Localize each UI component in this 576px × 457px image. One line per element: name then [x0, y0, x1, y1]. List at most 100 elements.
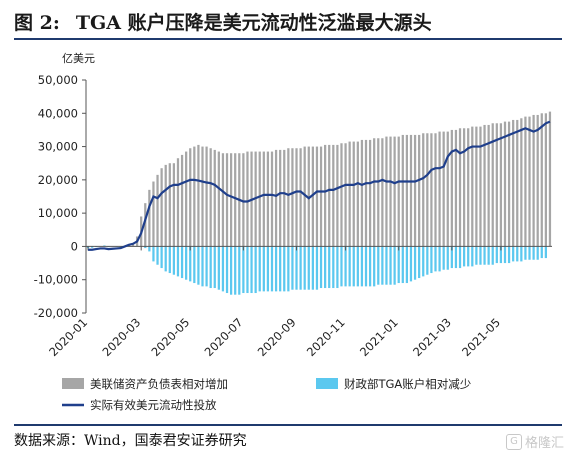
bar-tga-31	[213, 246, 216, 289]
bar-fed-18	[160, 168, 163, 247]
bar-tga-66	[356, 246, 359, 287]
y-tick-label-0: -20,000	[34, 306, 78, 320]
bar-fed-63	[344, 143, 347, 247]
bar-tga-109	[532, 246, 535, 260]
bar-fed-89	[450, 129, 453, 247]
bar-fed-53	[303, 146, 306, 247]
bar-tga-58	[324, 246, 327, 289]
bar-tga-34	[225, 246, 229, 294]
legend-label-effective-liquidity: 实际有效美元流动性投放	[90, 398, 217, 412]
x-tick-label-2: 2020-05	[148, 315, 192, 359]
bar-tga-92	[462, 246, 466, 267]
bar-tga-78	[405, 246, 409, 284]
bar-fed-46	[274, 149, 278, 247]
bar-fed-21	[172, 163, 176, 247]
bar-tga-30	[209, 246, 212, 289]
watermark-logo-icon: G	[505, 433, 522, 450]
bar-tga-60	[332, 246, 335, 289]
title-rule	[14, 38, 562, 40]
bar-fed-38	[242, 153, 245, 247]
bar-tga-24	[185, 246, 188, 280]
bar-fed-84	[430, 133, 433, 247]
bar-tga-95	[475, 246, 478, 265]
bar-tga-47	[279, 246, 282, 292]
bar-tga-70	[373, 246, 376, 287]
bar-tga-52	[299, 246, 302, 290]
bar-fed-42	[258, 151, 261, 247]
bar-fed-55	[311, 146, 314, 247]
bar-fed-62	[340, 143, 343, 247]
bar-tga-108	[528, 246, 531, 260]
x-tick-label-4: 2020-09	[255, 315, 299, 359]
bar-fed-64	[348, 141, 351, 247]
bar-tga-63	[344, 246, 347, 287]
bar-tga-27	[197, 246, 200, 285]
bar-fed-86	[438, 131, 441, 247]
bar-fed-109	[532, 114, 535, 247]
bar-fed-78	[405, 134, 409, 247]
bar-fed-36	[234, 153, 237, 247]
bar-tga-87	[442, 246, 445, 270]
bar-fed-27	[197, 144, 200, 247]
bar-fed-106	[520, 118, 523, 247]
bar-fed-29	[205, 146, 208, 247]
y-axis-unit-label: 亿美元	[62, 52, 95, 65]
bar-fed-77	[401, 134, 404, 247]
y-tick-label-4: 20,000	[38, 173, 78, 187]
bar-tga-89	[450, 246, 453, 269]
bar-fed-95	[475, 126, 478, 247]
bar-fed-56	[315, 146, 319, 247]
bar-tga-36	[234, 246, 237, 295]
bar-tga-53	[303, 246, 306, 290]
y-tick-label-5: 30,000	[38, 140, 78, 154]
y-tick-label-1: -10,000	[34, 273, 78, 287]
bar-tga-1	[91, 246, 94, 248]
bar-tga-107	[524, 246, 527, 260]
bar-tga-35	[229, 246, 233, 295]
bar-tga-56	[315, 246, 319, 290]
bar-tga-40	[250, 246, 253, 294]
bar-tga-82	[422, 246, 425, 277]
y-tick-label-6: 40,000	[38, 106, 78, 120]
bar-fed-72	[381, 138, 384, 247]
bar-tga-48	[283, 246, 286, 292]
bar-fed-65	[352, 141, 355, 247]
bar-tga-90	[454, 246, 458, 269]
bar-tga-86	[438, 246, 441, 272]
bar-tga-98	[487, 246, 490, 265]
bar-tga-72	[381, 246, 384, 285]
bar-fed-31	[213, 149, 216, 247]
bar-tga-17	[156, 246, 159, 265]
bar-fed-16	[152, 181, 155, 247]
bar-tga-51	[295, 246, 298, 290]
bar-fed-33	[221, 153, 225, 247]
bar-fed-94	[471, 126, 474, 247]
bar-fed-75	[393, 136, 396, 247]
legend-label-fed-balance-sheet: 美联储资产负债表相对增加	[90, 377, 228, 391]
x-tick-label-6: 2021-01	[357, 315, 401, 359]
bar-fed-99	[491, 123, 494, 247]
bar-fed-87	[442, 131, 445, 247]
bar-fed-24	[185, 151, 188, 247]
bar-fed-51	[295, 148, 298, 247]
bar-fed-113	[548, 111, 552, 247]
bar-tga-39	[246, 246, 249, 294]
bar-tga-18	[160, 246, 163, 269]
bar-fed-110	[536, 114, 539, 247]
bar-fed-59	[328, 144, 331, 247]
bar-tga-54	[307, 246, 310, 290]
bar-tga-93	[467, 246, 470, 267]
bar-tga-96	[479, 246, 482, 265]
bar-fed-66	[356, 141, 359, 247]
bar-fed-22	[176, 158, 180, 247]
bar-fed-54	[307, 146, 310, 247]
bar-tga-38	[242, 246, 245, 294]
bar-fed-81	[418, 134, 421, 247]
bar-tga-21	[172, 246, 176, 275]
bar-tga-20	[168, 246, 171, 274]
bar-tga-16	[152, 246, 155, 262]
bar-fed-82	[422, 133, 425, 247]
bar-fed-108	[528, 116, 531, 247]
legend: 美联储资产负债表相对增加 财政部TGA账户相对减少 实际有效美元流动性投放	[62, 377, 471, 412]
bar-fed-92	[462, 128, 466, 247]
